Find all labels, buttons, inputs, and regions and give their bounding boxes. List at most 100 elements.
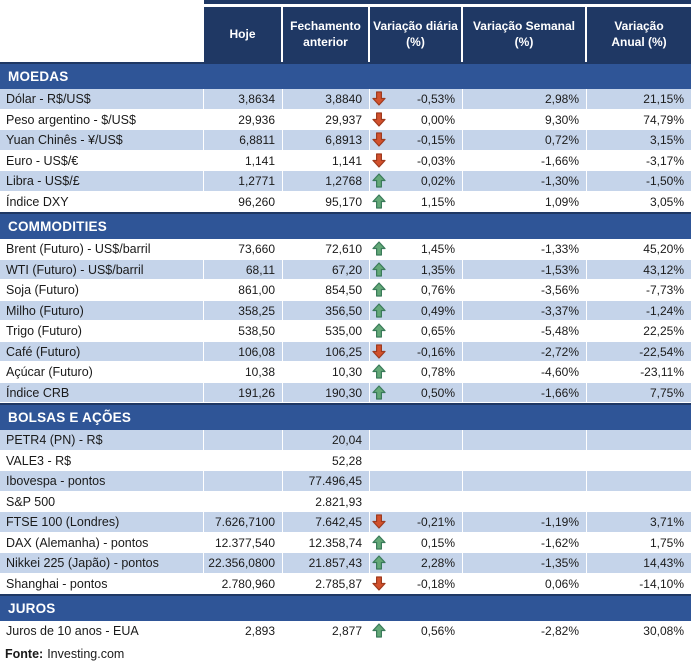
weekly-change-value: -1,53% bbox=[463, 259, 587, 280]
daily-change-value: 0,65% bbox=[370, 321, 463, 342]
fechamento-anterior-value: 67,20 bbox=[283, 259, 370, 280]
column-header-variacao-diaria: Variação diária (%) bbox=[370, 7, 463, 62]
table-row: Juros de 10 anos - EUA 2,893 2,877 0,56% -2,… bbox=[0, 621, 691, 642]
source-note: Fonte: Investing.com bbox=[0, 642, 691, 661]
column-header-line: Variação diária bbox=[373, 18, 458, 33]
daily-change-value: 1,35% bbox=[370, 259, 463, 280]
table-row: DAX (Alemanha) - pontos 12.377,540 12.358,… bbox=[0, 532, 691, 553]
hoje-value: 3,8634 bbox=[204, 89, 283, 110]
table-row: Shanghai - pontos 2.780,960 2.785,87 -0,18%… bbox=[0, 573, 691, 594]
hoje-value: 68,11 bbox=[204, 259, 283, 280]
annual-change-value: -7,73% bbox=[587, 280, 691, 301]
hoje-value: 6,8811 bbox=[204, 130, 283, 151]
fechamento-anterior-value: 854,50 bbox=[283, 280, 370, 301]
down-arrow-icon bbox=[372, 152, 386, 168]
annual-change-value: 7,75% bbox=[587, 382, 691, 403]
down-arrow-icon bbox=[372, 343, 386, 359]
annual-change-value: 45,20% bbox=[587, 239, 691, 260]
row-label: Ibovespa - pontos bbox=[0, 471, 204, 492]
column-header-line: (%) bbox=[406, 34, 425, 49]
weekly-change-value: -1,62% bbox=[463, 532, 587, 553]
row-label: Índice DXY bbox=[0, 191, 204, 212]
annual-change-value: 43,12% bbox=[587, 259, 691, 280]
annual-change-value: -14,10% bbox=[587, 573, 691, 594]
fechamento-anterior-value: 72,610 bbox=[283, 239, 370, 260]
fechamento-anterior-value: 7.642,45 bbox=[283, 512, 370, 533]
annual-change-value: 3,71% bbox=[587, 512, 691, 533]
weekly-change-value: -3,37% bbox=[463, 300, 587, 321]
hoje-value: 29,936 bbox=[204, 109, 283, 130]
column-header-line: Variação Semanal bbox=[472, 18, 576, 33]
column-header-variacao-anual: Variação Anual (%) bbox=[587, 7, 691, 62]
row-label: FTSE 100 (Londres) bbox=[0, 512, 204, 533]
column-header-hoje: Hoje bbox=[204, 7, 283, 62]
weekly-change-value: -2,82% bbox=[463, 621, 587, 642]
annual-change-value: -3,17% bbox=[587, 150, 691, 171]
row-label: Shanghai - pontos bbox=[0, 573, 204, 594]
daily-change-value: -0,53% bbox=[370, 89, 463, 110]
row-label: Juros de 10 anos - EUA bbox=[0, 621, 204, 642]
hoje-value: 106,08 bbox=[204, 341, 283, 362]
table-row: VALE3 - R$ 52,28 bbox=[0, 450, 691, 471]
fechamento-anterior-value: 77.496,45 bbox=[283, 471, 370, 492]
hoje-value bbox=[204, 471, 283, 492]
fechamento-anterior-value: 1,141 bbox=[283, 150, 370, 171]
daily-change-value: 1,15% bbox=[370, 191, 463, 212]
fechamento-anterior-value: 2.821,93 bbox=[283, 491, 370, 512]
table-row: Trigo (Futuro) 538,50 535,00 0,65% -5,48% 22,… bbox=[0, 321, 691, 342]
daily-change-value: 0,00% bbox=[370, 109, 463, 130]
hoje-value: 1,2771 bbox=[204, 171, 283, 192]
row-label: Euro - US$/€ bbox=[0, 150, 204, 171]
up-arrow-icon bbox=[372, 323, 386, 338]
column-header-row: Hoje Fechamento anterior Variação diária… bbox=[0, 7, 691, 62]
weekly-change-value: -5,48% bbox=[463, 321, 587, 342]
header-top-border bbox=[204, 0, 691, 4]
weekly-change-value bbox=[463, 491, 587, 512]
annual-change-value bbox=[587, 491, 691, 512]
row-label: Café (Futuro) bbox=[0, 341, 204, 362]
daily-change-value: 0,78% bbox=[370, 362, 463, 383]
column-header-line: (%) bbox=[514, 34, 534, 49]
row-label: Açúcar (Futuro) bbox=[0, 362, 204, 383]
table-row: Nikkei 225 (Japão) - pontos 22.356,0800 21… bbox=[0, 553, 691, 574]
up-arrow-icon bbox=[372, 384, 386, 400]
table-row: S&P 500 2.821,93 bbox=[0, 491, 691, 512]
fechamento-anterior-value: 21.857,43 bbox=[283, 553, 370, 574]
daily-change-value: 0,02% bbox=[370, 171, 463, 192]
weekly-change-value: 1,09% bbox=[463, 191, 587, 212]
up-arrow-icon bbox=[372, 282, 386, 297]
annual-change-value: 21,15% bbox=[587, 89, 691, 110]
hoje-value: 22.356,0800 bbox=[204, 553, 283, 574]
annual-change-value: 30,08% bbox=[587, 621, 691, 642]
daily-change-value: -0,21% bbox=[370, 512, 463, 533]
table-row: WTI (Futuro) - US$/barril 68,11 67,20 1,35%… bbox=[0, 259, 691, 280]
annual-change-value bbox=[587, 450, 691, 471]
hoje-value: 861,00 bbox=[204, 280, 283, 301]
hoje-value: 7.626,7100 bbox=[204, 512, 283, 533]
fechamento-anterior-value: 356,50 bbox=[283, 300, 370, 321]
down-arrow-icon bbox=[372, 91, 386, 106]
row-label: S&P 500 bbox=[0, 491, 204, 512]
daily-change-value: -0,03% bbox=[370, 150, 463, 171]
column-header-fechamento-anterior: Fechamento anterior bbox=[283, 7, 370, 62]
down-arrow-icon bbox=[372, 575, 386, 591]
table-row: Açúcar (Futuro) 10,38 10,30 0,78% -4,60% -23,… bbox=[0, 362, 691, 383]
hoje-value bbox=[204, 430, 283, 451]
fechamento-anterior-value: 2.785,87 bbox=[283, 573, 370, 594]
hoje-value: 191,26 bbox=[204, 382, 283, 403]
weekly-change-value: -1,30% bbox=[463, 171, 587, 192]
hoje-value: 96,260 bbox=[204, 191, 283, 212]
row-label: Yuan Chinês - ¥/US$ bbox=[0, 130, 204, 151]
daily-change-value: 0,56% bbox=[370, 621, 463, 642]
fechamento-anterior-value: 10,30 bbox=[283, 362, 370, 383]
row-label: Peso argentino - $/US$ bbox=[0, 109, 204, 130]
up-arrow-icon bbox=[372, 173, 386, 188]
weekly-change-value: -3,56% bbox=[463, 280, 587, 301]
column-header-line: anterior bbox=[303, 34, 348, 49]
column-header-line: Hoje bbox=[229, 26, 256, 41]
weekly-change-value: 9,30% bbox=[463, 109, 587, 130]
up-arrow-icon bbox=[372, 241, 386, 256]
table-row: Ibovespa - pontos 77.496,45 bbox=[0, 471, 691, 492]
annual-change-value: 74,79% bbox=[587, 109, 691, 130]
weekly-change-value bbox=[463, 471, 587, 492]
